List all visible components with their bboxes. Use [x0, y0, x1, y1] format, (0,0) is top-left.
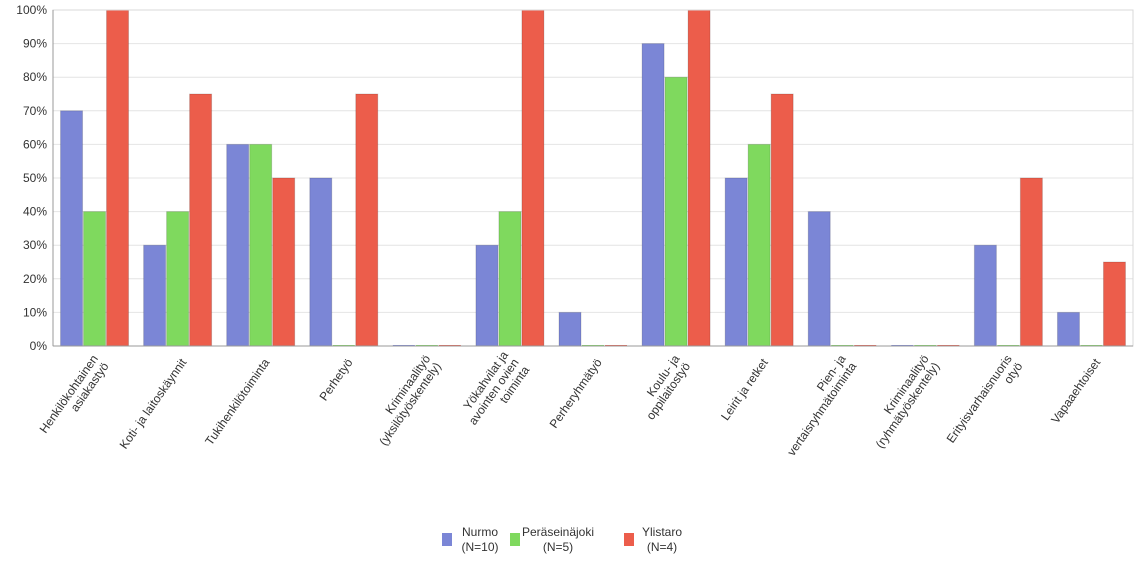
- y-tick-labels: 0% 10% 20% 30% 40% 50% 60% 70% 80% 90% 100%: [16, 3, 47, 353]
- bar: Nurmo (N=10): 50%: [309, 177, 333, 347]
- category-label: Henkilökohtainenasiakastyö: [37, 352, 112, 443]
- y-tick-label: 20%: [23, 272, 47, 286]
- y-tick-label: 30%: [23, 238, 47, 252]
- bar: Ylistaro (N=4): 50%: [272, 177, 296, 347]
- legend-swatch: [442, 533, 452, 546]
- category-label: Koulu- jaoppilaitostyö: [633, 352, 694, 422]
- y-tick-label: 0%: [30, 339, 48, 353]
- bar: Nurmo (N=10): 70%: [60, 110, 84, 347]
- y-tick-label: 50%: [23, 171, 47, 185]
- category-label: Perheryhmätyö: [547, 356, 605, 431]
- bar: Ylistaro (N=4): 75%: [770, 93, 794, 347]
- category-label: Leirit ja retket: [718, 355, 771, 423]
- legend-label: Nurmo (N=10): [461, 525, 498, 554]
- bar: Nurmo (N=10): 10%: [1056, 311, 1080, 347]
- gridlines: [53, 9, 1133, 313]
- legend-item: Peräseinäjoki (N=5): [510, 525, 594, 554]
- bar: Nurmo (N=10): 30%: [475, 244, 499, 347]
- bar: Ylistaro (N=4): 50%: [1019, 177, 1043, 347]
- legend-item: Ylistaro (N=4): [624, 525, 682, 554]
- bar: Ylistaro (N=4): 75%: [355, 93, 379, 347]
- bar: Peräseinäjoki (N=5): 80%: [664, 76, 688, 347]
- y-tick-label: 90%: [23, 37, 47, 51]
- y-tick-label: 100%: [16, 3, 47, 17]
- legend-item: Nurmo (N=10): [442, 525, 499, 554]
- bar: Nurmo (N=10): 30%: [143, 244, 167, 347]
- category-label: Erityisvarhaisnuorisotyö: [944, 352, 1026, 453]
- y-tick-label: 40%: [23, 205, 47, 219]
- bar: Peräseinäjoki (N=5): 60%: [249, 143, 273, 347]
- bar: Nurmo (N=10): 50%: [724, 177, 748, 347]
- y-tick-label: 70%: [23, 104, 47, 118]
- legend-label: Peräseinäjoki (N=5): [522, 525, 594, 554]
- bar: Peräseinäjoki (N=5): 40%: [83, 211, 107, 347]
- axes: [52, 9, 1134, 347]
- y-tick-label: 60%: [23, 137, 47, 151]
- category-label: Kriminaalityö(ryhmätyöskentely): [862, 352, 942, 451]
- y-tick-label: 80%: [23, 70, 47, 84]
- bar: Peräseinäjoki (N=5): 40%: [498, 211, 522, 347]
- bar: Peräseinäjoki (N=5): 40%: [166, 211, 190, 347]
- category-label: Pien- javertaisryhmätoiminta: [774, 352, 860, 458]
- bar: Peräseinäjoki (N=5): 60%: [747, 143, 771, 347]
- category-label: Kriminaalityö(yksilötyöskentely): [366, 352, 445, 448]
- bar: Ylistaro (N=4): 25%: [1102, 261, 1126, 347]
- bar: Ylistaro (N=4): 75%: [189, 93, 213, 347]
- bar: Nurmo (N=10): 90%: [641, 43, 665, 347]
- category-label: Perhetyö: [316, 356, 355, 404]
- bar: Ylistaro (N=4): 100%: [687, 9, 711, 347]
- bar: Ylistaro (N=4): 100%: [106, 9, 130, 347]
- category-label: Tukihenkilötoiminta: [202, 356, 272, 448]
- legend-label: Ylistaro (N=4): [642, 525, 682, 554]
- legend-swatch: [510, 533, 520, 546]
- bars: Nurmo (N=10): 70%Peräseinäjoki (N=5): 40…: [60, 9, 1126, 347]
- legend: Nurmo (N=10) Peräseinäjoki (N=5) Ylistaro (N=…: [442, 525, 682, 554]
- y-tick-label: 10%: [23, 305, 47, 319]
- bar: Nurmo (N=10): 40%: [807, 211, 831, 347]
- bar: Ylistaro (N=4): 100%: [521, 9, 545, 347]
- category-labels: Henkilökohtainenasiakastyö Koti- ja laito…: [37, 348, 1104, 458]
- category-label: Koti- ja laitoskäynnit: [117, 355, 190, 451]
- category-label: Vapaaehtoiset: [1048, 355, 1103, 426]
- bar: Nurmo (N=10): 30%: [973, 244, 997, 347]
- legend-swatch: [624, 533, 634, 546]
- category-label: Yökahvilat jaavointen ovientoiminta: [455, 348, 532, 435]
- bar: Nurmo (N=10): 60%: [226, 143, 250, 347]
- bar: Nurmo (N=10): 10%: [558, 311, 582, 347]
